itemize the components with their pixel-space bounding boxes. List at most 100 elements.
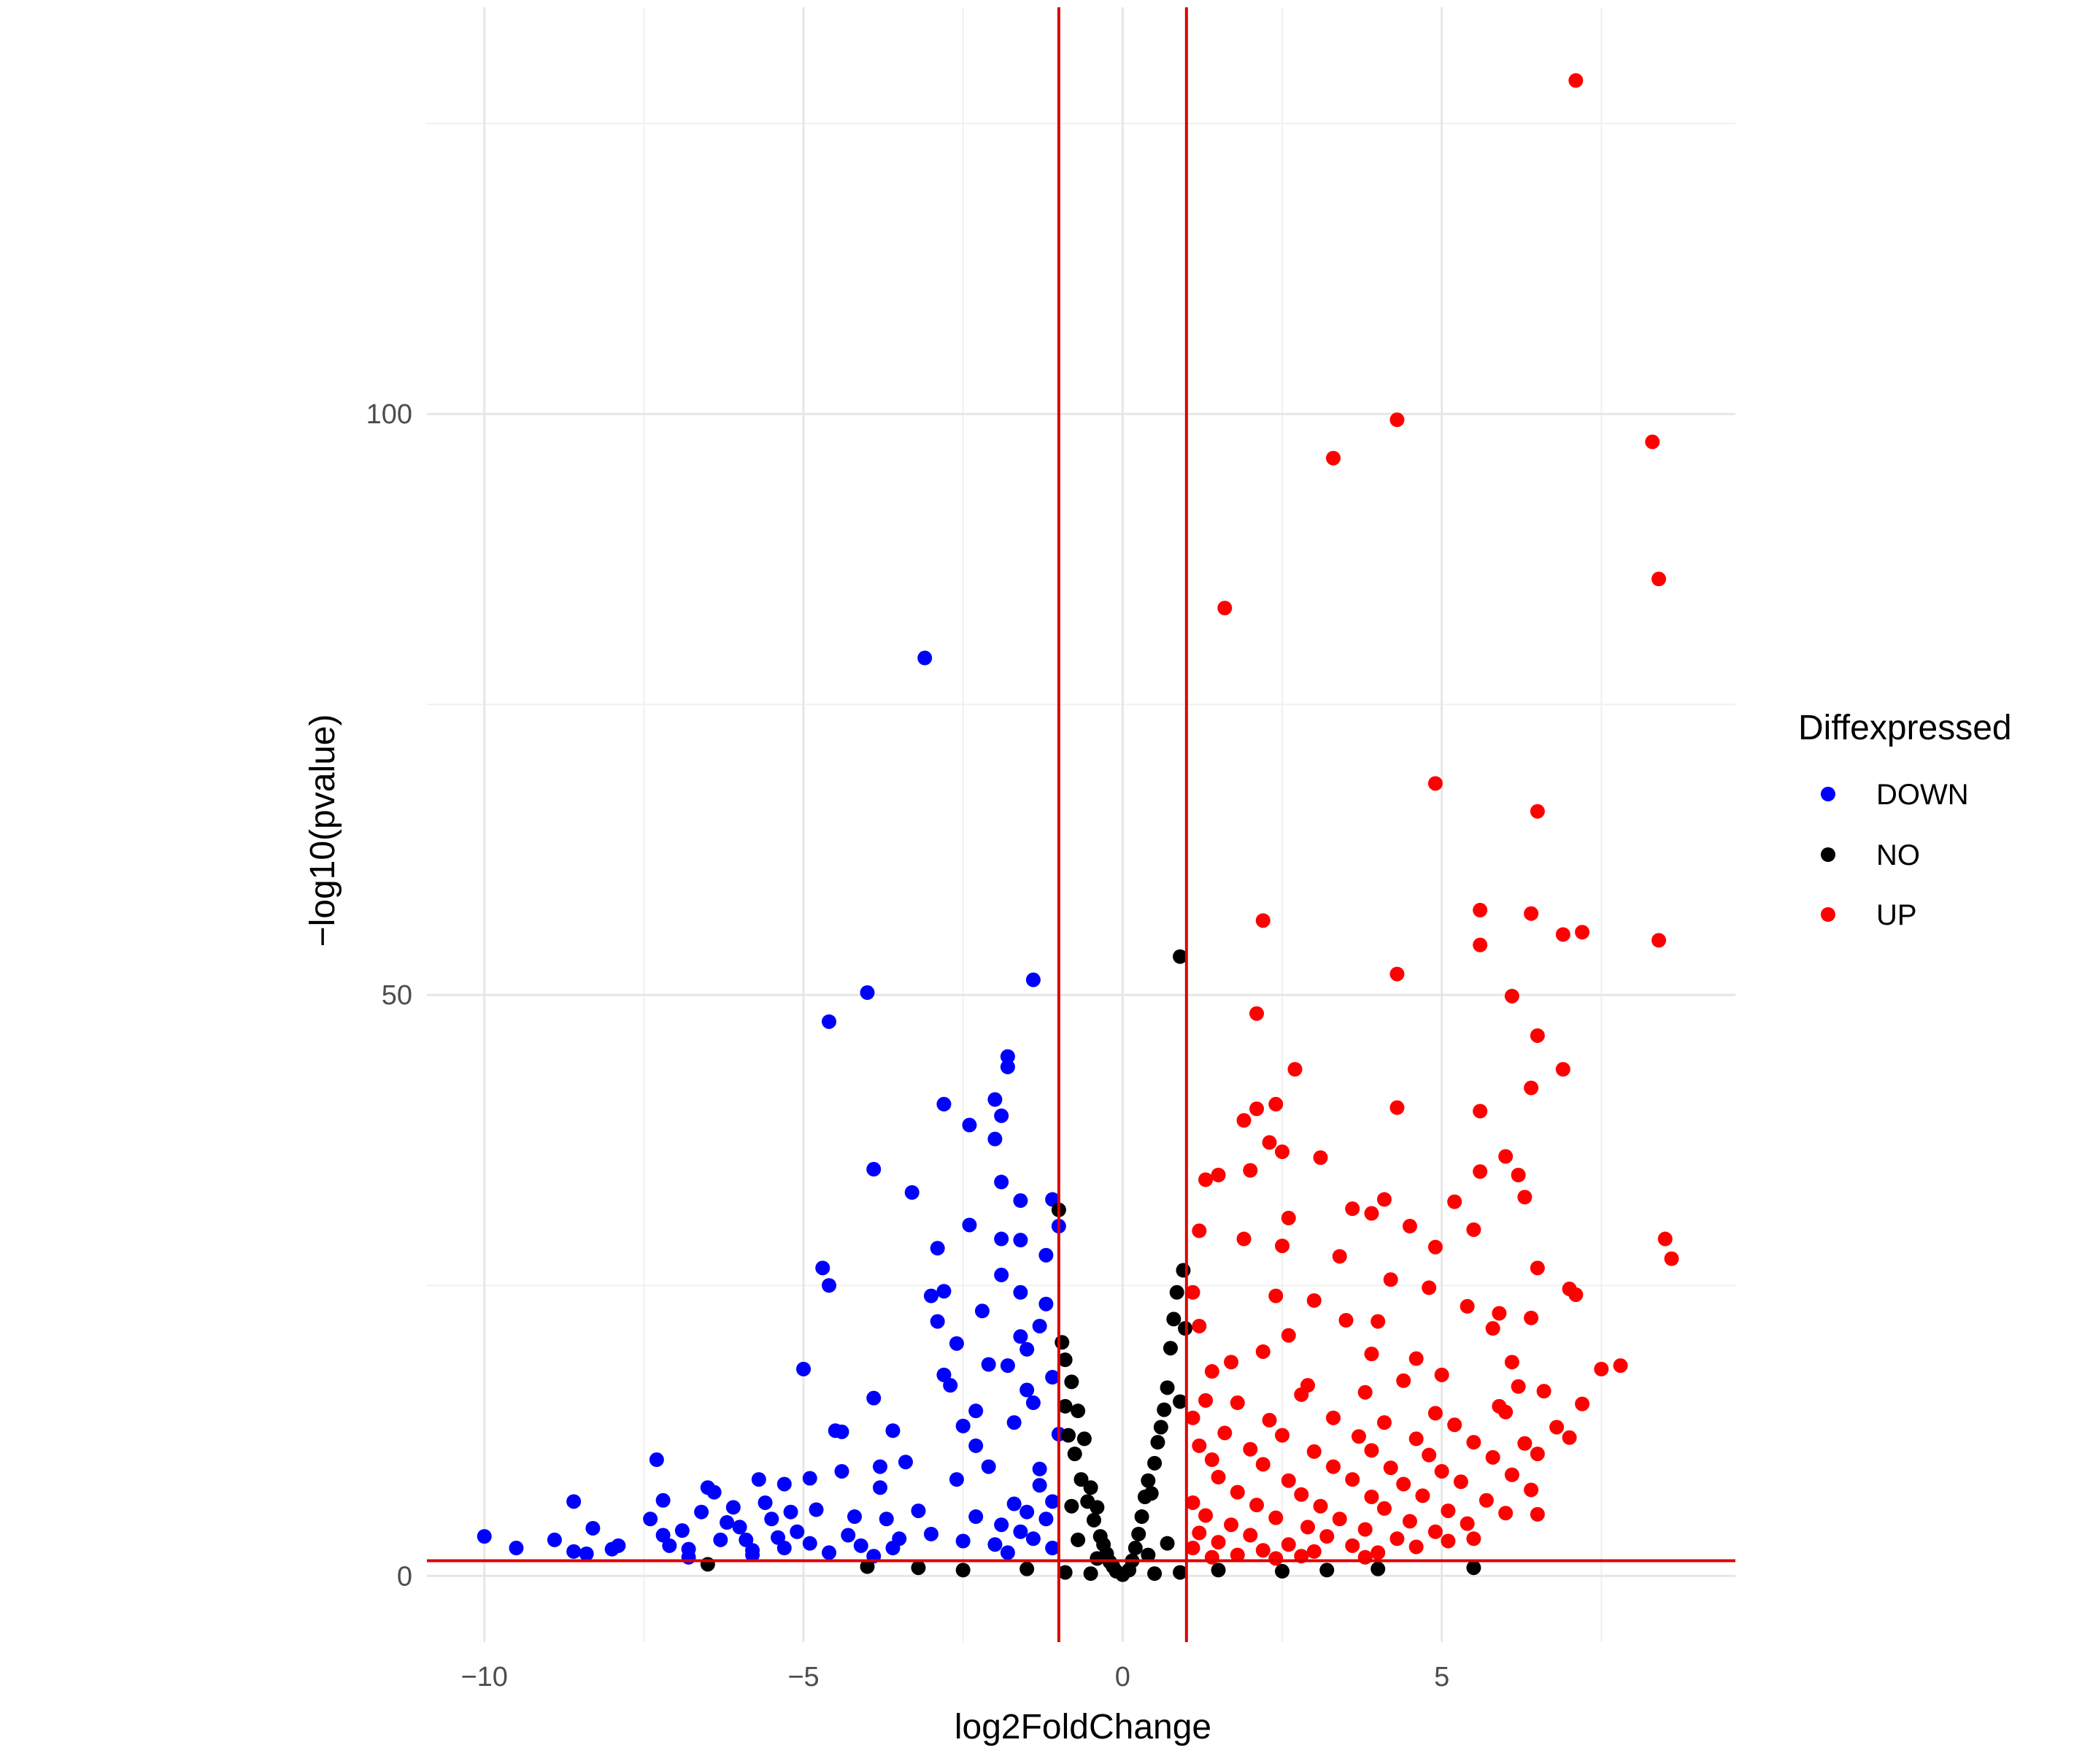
point-down-45 [853,1538,868,1553]
point-down-64 [943,1378,958,1393]
point-no-51 [911,1560,926,1576]
point-up-98 [1408,1431,1424,1447]
point-no-11 [1083,1480,1098,1495]
point-down-85 [1013,1329,1028,1344]
point-no-31 [1157,1402,1172,1417]
point-up-137 [1300,1520,1315,1535]
point-down-76 [994,1174,1009,1190]
point-no-46 [860,1559,875,1574]
point-up-1 [1389,412,1405,428]
point-up-92 [1447,1417,1462,1433]
point-down-101 [981,1459,996,1474]
point-up-152 [1306,1544,1322,1559]
point-up-123 [1415,1488,1430,1503]
point-up-60 [1492,1306,1507,1321]
point-up-113 [1504,1467,1519,1482]
point-up-86 [1498,1404,1514,1420]
point-down-116 [681,1549,696,1565]
point-up-148 [1345,1538,1360,1553]
point-up-32 [1511,1168,1526,1182]
point-down-94 [1038,1296,1054,1312]
point-up-100 [1517,1436,1533,1451]
point-up-128 [1376,1501,1392,1516]
point-up-6 [1427,776,1443,791]
point-up-49 [1332,1249,1347,1264]
point-down-95 [1045,1370,1060,1385]
point-down-39 [822,1014,837,1029]
point-up-65 [1371,1314,1386,1329]
point-down-69 [968,1438,984,1453]
point-no-5 [1064,1374,1079,1390]
point-no-29 [1150,1435,1165,1450]
point-up-109 [1255,1457,1271,1472]
point-up-95 [1217,1425,1233,1441]
point-up-156 [1357,1549,1373,1565]
point-no-44 [1173,1565,1188,1580]
point-down-63 [936,1096,952,1112]
point-up-0 [1568,73,1584,88]
point-down-110 [885,1541,901,1556]
point-down-25 [751,1472,766,1487]
point-up-70 [1408,1351,1424,1366]
point-up-47 [1236,1231,1252,1247]
point-up-64 [1338,1313,1354,1328]
point-up-2 [1645,434,1660,450]
point-up-51 [1530,1260,1545,1276]
point-up-121 [1294,1487,1309,1502]
point-down-48 [866,1390,882,1406]
point-down-72 [981,1357,996,1372]
point-up-8 [1473,903,1488,918]
point-up-122 [1364,1489,1379,1504]
point-up-144 [1389,1531,1405,1547]
point-down-70 [968,1403,984,1419]
point-down-54 [898,1455,913,1470]
point-no-34 [1166,1312,1181,1327]
point-down-38 [822,1278,837,1293]
point-up-97 [1351,1429,1366,1444]
point-no-3 [1057,1398,1073,1414]
point-up-118 [1453,1474,1468,1490]
point-up-101 [1192,1438,1207,1453]
point-down-61 [936,1284,952,1299]
point-up-81 [1230,1395,1245,1411]
point-up-135 [1460,1516,1475,1531]
point-up-11 [1555,927,1570,942]
point-up-23 [1249,1101,1265,1117]
point-down-78 [994,1267,1009,1282]
point-up-33 [1198,1172,1214,1187]
point-up-30 [1498,1149,1514,1164]
point-down-115 [745,1547,760,1563]
point-down-83 [1013,1285,1028,1300]
point-up-44 [1466,1222,1481,1237]
point-no-8 [1073,1472,1089,1487]
point-down-51 [879,1511,894,1527]
point-up-139 [1427,1524,1443,1539]
point-down-68 [962,1117,977,1133]
point-no-45 [955,1563,971,1578]
point-up-126 [1249,1498,1265,1513]
point-up-119 [1524,1482,1539,1498]
point-up-74 [1204,1364,1219,1379]
point-down-13 [662,1538,677,1553]
point-down-56 [911,1503,926,1519]
point-down-35 [802,1536,817,1551]
y-axis-title: −log10(pvalue) [304,715,342,947]
point-up-133 [1332,1511,1347,1527]
point-down-113 [987,1537,1003,1552]
point-no-22 [1127,1541,1143,1556]
point-up-31 [1473,1164,1488,1179]
x-axis-ticks: −10 −5 0 5 [460,1662,1449,1692]
point-no-33 [1163,1341,1178,1356]
point-no-53 [700,1557,715,1572]
legend-key-up [1821,907,1835,922]
point-down-16 [694,1504,709,1520]
point-up-154 [1230,1547,1245,1563]
point-up-102 [1243,1441,1258,1457]
legend-label-up: UP [1876,899,1917,931]
point-up-94 [1562,1430,1577,1445]
point-no-4 [1061,1428,1076,1443]
point-up-72 [1613,1358,1628,1374]
point-down-29 [776,1541,792,1556]
point-down-118 [1000,1545,1015,1560]
